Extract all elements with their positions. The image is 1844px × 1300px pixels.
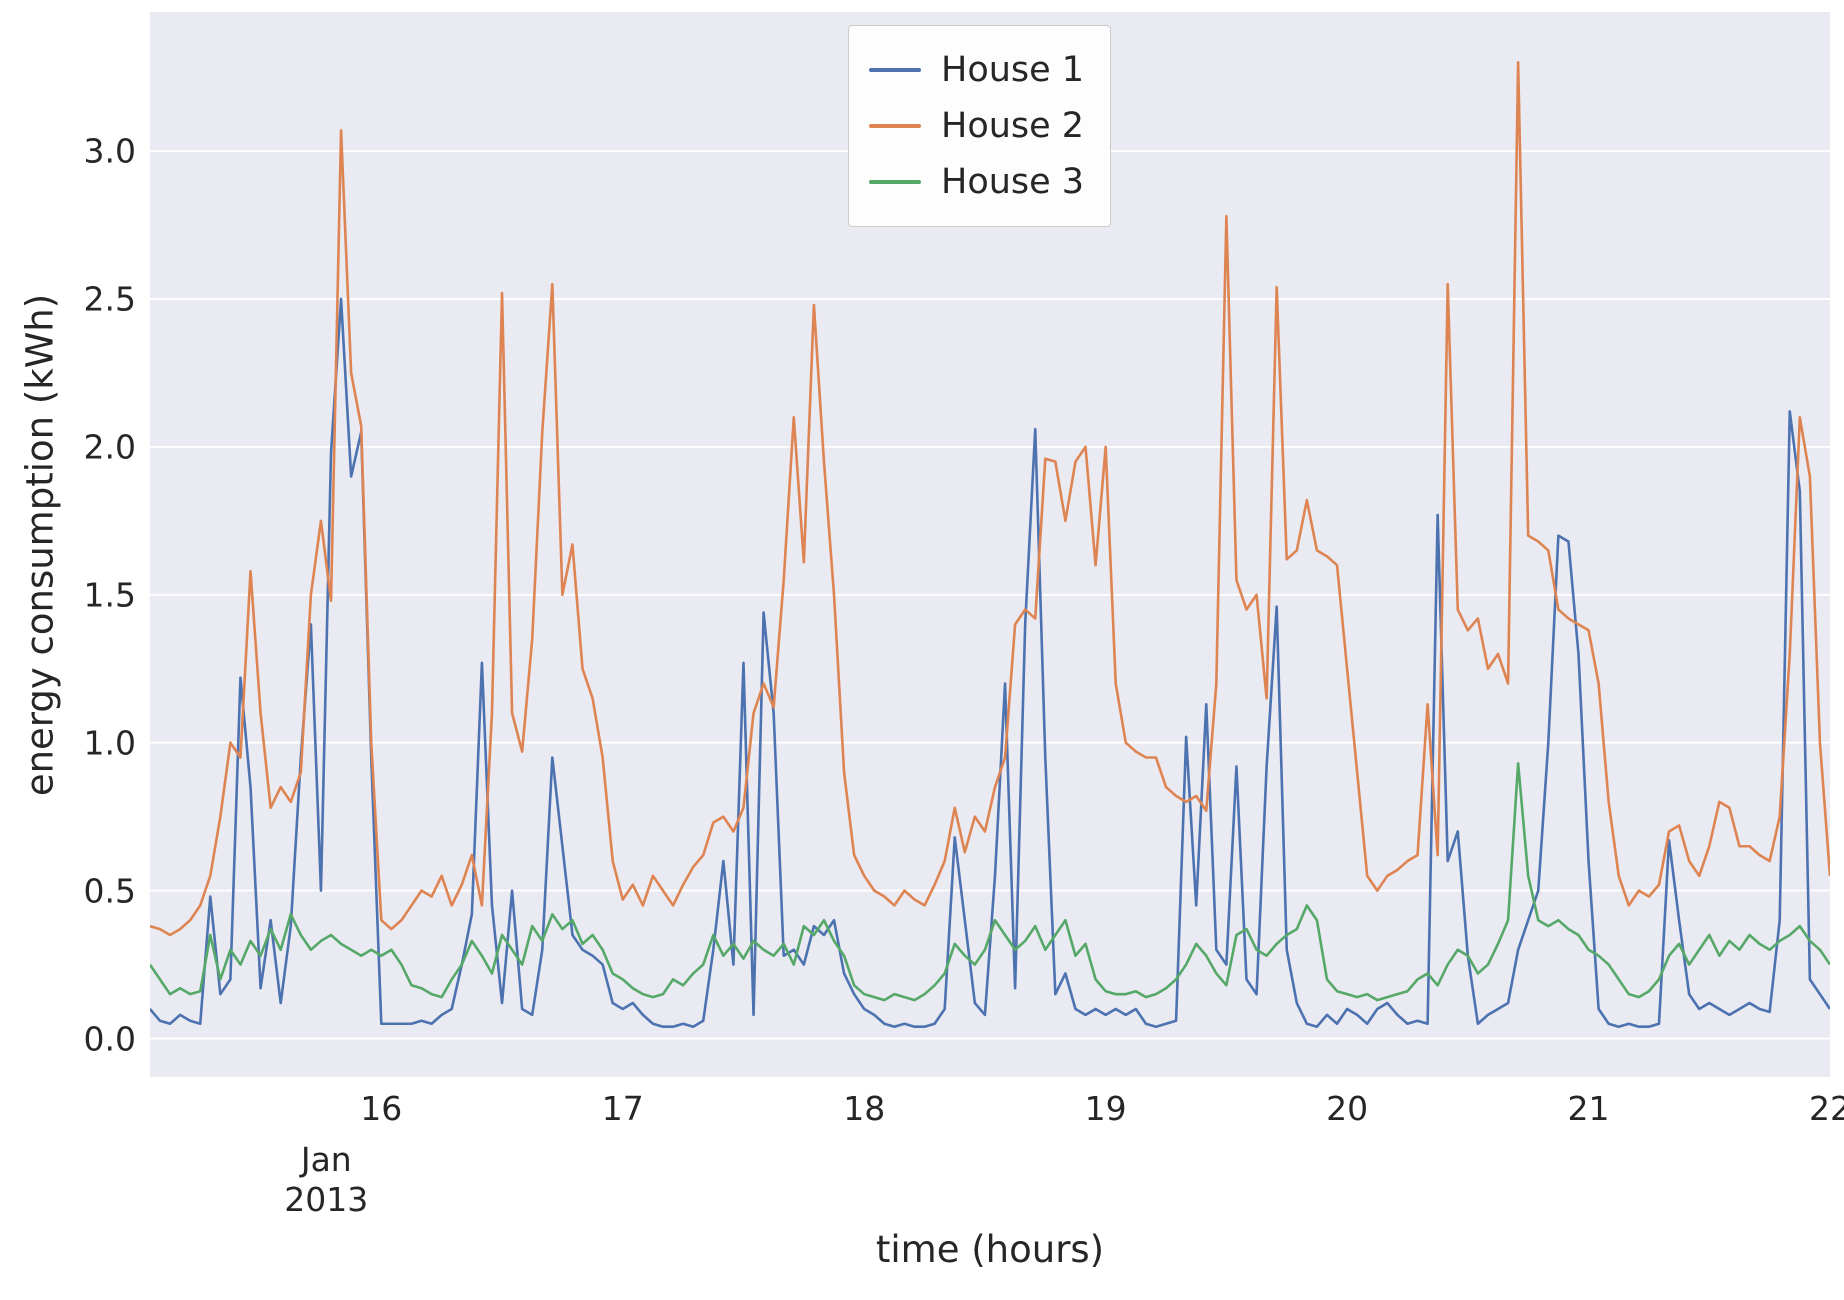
- y-tick-label: 1.5: [83, 575, 136, 615]
- x-tick-label: 22: [1809, 1089, 1844, 1128]
- y-tick-label: 2.0: [83, 427, 136, 467]
- y-tick-label: 3.0: [83, 131, 136, 171]
- y-axis-title: energy consumption (kWh): [18, 293, 62, 797]
- x-axis-title: time (hours): [875, 1228, 1105, 1271]
- legend-item-house-1: House 1: [869, 42, 1084, 98]
- y-tick-label: 1.0: [83, 723, 136, 763]
- y-tick-label: 2.5: [83, 279, 136, 319]
- x-tick-label: 17: [601, 1089, 644, 1128]
- legend: House 1 House 2 House 3: [848, 25, 1112, 227]
- legend-label: House 3: [941, 162, 1085, 202]
- legend-label: House 1: [941, 50, 1085, 90]
- y-tick-label: 0.0: [83, 1019, 136, 1059]
- x-axis-date-offset-label: Jan 2013: [284, 1140, 368, 1220]
- legend-line-swatch-icon: [869, 124, 921, 128]
- series-line-house-2: [150, 60, 1830, 937]
- offset-year: 2013: [284, 1180, 369, 1219]
- legend-label: House 2: [941, 106, 1085, 146]
- series-line-house-1: [150, 297, 1830, 1029]
- y-tick-label: 0.5: [83, 871, 136, 911]
- line-chart: [150, 60, 1830, 1040]
- series-line-house-3: [150, 762, 1830, 1002]
- x-tick-label: 16: [360, 1089, 403, 1128]
- offset-month: Jan: [300, 1140, 352, 1179]
- x-tick-label: 21: [1567, 1089, 1610, 1128]
- x-tick-label: 18: [843, 1089, 886, 1128]
- legend-line-swatch-icon: [869, 68, 921, 72]
- x-tick-label: 19: [1084, 1089, 1127, 1128]
- legend-item-house-2: House 2: [869, 98, 1084, 154]
- legend-item-house-3: House 3: [869, 154, 1084, 210]
- x-tick-label: 20: [1326, 1089, 1369, 1128]
- legend-line-swatch-icon: [869, 180, 921, 184]
